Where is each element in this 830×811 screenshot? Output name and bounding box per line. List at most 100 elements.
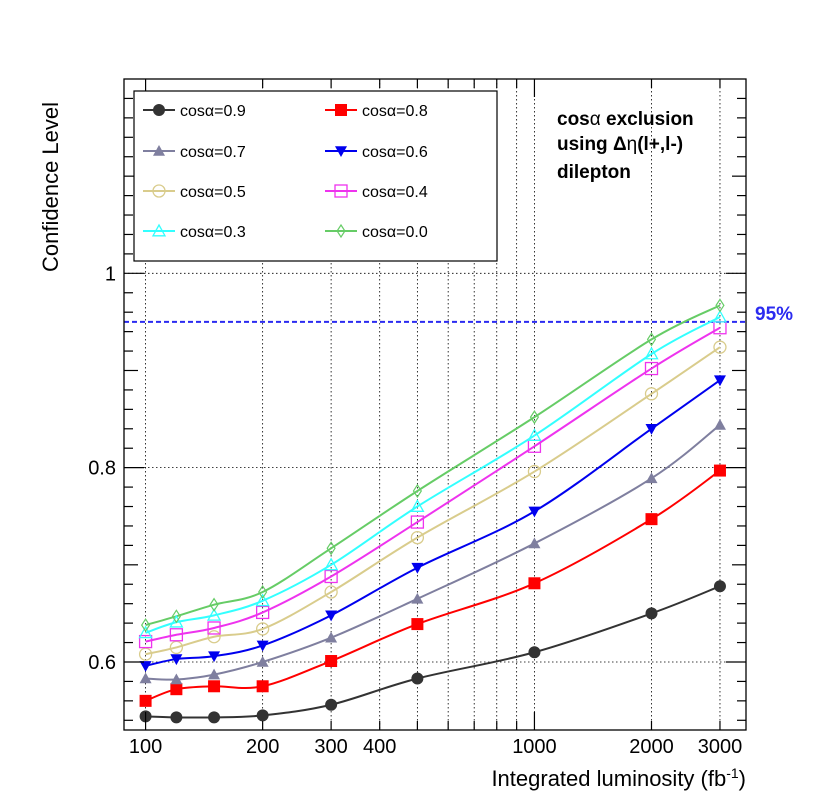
data-point: [138, 634, 153, 649]
data-point: [411, 618, 424, 631]
data-point: [138, 625, 153, 639]
data-point: [151, 223, 167, 237]
data-point: [411, 592, 424, 604]
data-point: [335, 104, 347, 116]
y-tick-label: 0.6: [88, 652, 116, 674]
data-point: [527, 464, 542, 479]
axis-tick-labels: 100 200 300 400 1000 2000 3000 0.6 0.8 1: [88, 263, 742, 758]
data-point: [336, 223, 346, 239]
data-point: [713, 580, 726, 593]
data-point: [644, 361, 659, 376]
series-line: [145, 316, 721, 634]
data-point: [255, 622, 270, 636]
data-point: [170, 683, 183, 696]
data-point: [324, 585, 338, 599]
data-point: [208, 668, 221, 680]
data-point: [410, 499, 425, 512]
legend-label: cosα=0.9: [180, 103, 246, 120]
x-tick-label: 200: [246, 736, 279, 758]
data-point: [410, 530, 425, 545]
data-point: [208, 711, 221, 724]
data-point: [644, 346, 659, 360]
legend-label: cosα=0.4: [362, 184, 428, 201]
legend-label: cosα=0.0: [362, 224, 428, 241]
data-point: [258, 584, 268, 600]
legend-label: cosα=0.7: [180, 144, 246, 161]
series-line: [145, 469, 721, 702]
series-lines: [145, 304, 721, 719]
data-point: [139, 694, 152, 707]
data-point: [255, 605, 270, 620]
series-line: [145, 346, 721, 656]
data-point: [256, 640, 269, 652]
series-line: [145, 379, 721, 667]
data-point: [139, 661, 152, 672]
data-point: [410, 515, 425, 529]
data-point: [715, 298, 725, 313]
data-point: [325, 698, 338, 711]
data-point: [334, 184, 348, 198]
data-point: [256, 655, 269, 667]
data-point: [335, 146, 347, 157]
annotation-line-2: using Δη(l+,l-): [557, 134, 683, 155]
legend-label: cosα=0.8: [362, 103, 428, 120]
data-point: [140, 617, 151, 633]
data-point: [171, 609, 181, 624]
data-point: [712, 309, 728, 323]
series-line: [145, 326, 721, 643]
data-point: [169, 614, 184, 628]
y-tick-label: 0.8: [88, 458, 116, 480]
data-point: [527, 428, 542, 442]
data-point: [209, 597, 219, 612]
legend: cosα=0.9 cosα=0.8 cosα=0.7 cosα=0.6 cosα=0.5…: [133, 90, 498, 262]
x-tick-label: 300: [314, 736, 347, 758]
data-point: [528, 506, 541, 518]
x-tick-label: 3000: [698, 736, 743, 758]
data-point: [528, 577, 541, 590]
data-point: [326, 541, 336, 556]
data-point: [713, 340, 727, 354]
data-point: [325, 655, 338, 668]
series-line: [145, 304, 721, 627]
x-tick-label: 2000: [629, 736, 674, 758]
data-point: [411, 562, 424, 574]
data-point: [170, 711, 183, 724]
data-point: [206, 608, 222, 621]
data-point: [256, 709, 269, 722]
legend-label: cosα=0.6: [362, 144, 428, 161]
axis-ticks: [124, 79, 746, 730]
series-line: [145, 585, 721, 719]
reference-line-label: 95%: [755, 304, 793, 325]
data-point: [412, 483, 422, 499]
annotation-line-1: cosα exclusion: [557, 109, 694, 130]
data-point: [255, 593, 270, 607]
x-tick-label: 100: [129, 736, 162, 758]
data-point: [169, 628, 184, 642]
data-point: [713, 375, 726, 387]
data-point: [152, 184, 166, 198]
data-point: [645, 423, 658, 435]
data-point: [713, 464, 726, 477]
data-point: [528, 646, 541, 659]
legend-label: cosα=0.5: [180, 184, 246, 201]
y-tick-label: 1: [105, 263, 116, 285]
x-axis-title: Integrated luminosity (fb-1): [491, 765, 746, 791]
data-point: [207, 621, 221, 635]
data-point: [325, 610, 338, 622]
data-point: [325, 631, 338, 643]
data-point: [645, 513, 658, 526]
data-point: [646, 332, 657, 347]
legend-box: [133, 90, 498, 262]
data-point: [528, 537, 541, 549]
data-point: [170, 654, 183, 666]
data-point: [153, 145, 165, 156]
data-point: [208, 651, 221, 663]
data-point: [324, 569, 338, 584]
plot-frame: [123, 78, 747, 731]
series-markers: [138, 298, 728, 724]
data-point: [713, 418, 726, 430]
data-point: [139, 672, 152, 684]
data-point: [207, 630, 221, 644]
data-point: [529, 410, 540, 425]
